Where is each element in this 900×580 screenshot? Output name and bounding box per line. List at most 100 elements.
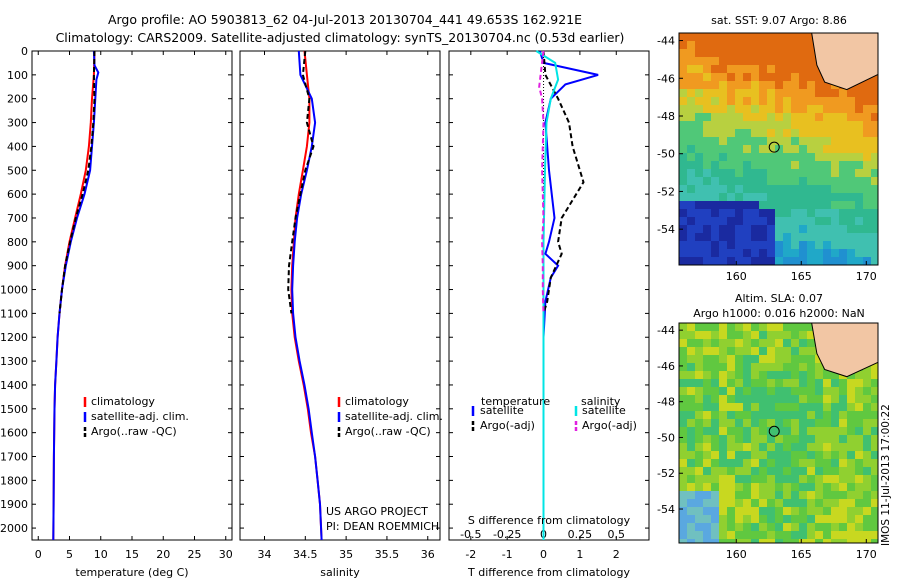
map-cell bbox=[759, 539, 767, 543]
map-cell bbox=[871, 523, 878, 531]
map-cell bbox=[831, 161, 839, 169]
map-cell bbox=[767, 419, 775, 427]
map-cell bbox=[855, 443, 863, 451]
depth-tick-label: 1000 bbox=[0, 284, 28, 297]
map-cell bbox=[807, 475, 815, 483]
map-cell bbox=[855, 467, 863, 475]
map-cell bbox=[839, 241, 847, 249]
map-cell bbox=[839, 443, 847, 451]
map-cell bbox=[839, 89, 847, 97]
map-cell bbox=[727, 33, 735, 41]
map-cell bbox=[799, 395, 807, 403]
map-cell bbox=[791, 241, 799, 249]
map-cell bbox=[775, 379, 783, 387]
map-cell bbox=[799, 491, 807, 499]
map-cell bbox=[759, 121, 767, 129]
map-cell bbox=[815, 395, 823, 403]
map-cell bbox=[703, 515, 711, 523]
map-cell bbox=[727, 499, 735, 507]
map-cell bbox=[751, 137, 759, 145]
map-cell bbox=[839, 523, 847, 531]
map-cell bbox=[831, 113, 839, 121]
map-cell bbox=[783, 443, 791, 451]
map-cell bbox=[863, 121, 871, 129]
map-cell bbox=[815, 185, 823, 193]
map-cell bbox=[823, 443, 831, 451]
map-cell bbox=[759, 323, 767, 331]
map-cell bbox=[791, 523, 799, 531]
s-tick-label: -0.25 bbox=[493, 528, 521, 541]
map-cell bbox=[727, 475, 735, 483]
map-cell bbox=[743, 523, 751, 531]
map-cell bbox=[751, 467, 759, 475]
map-cell bbox=[767, 411, 775, 419]
map-cell bbox=[735, 193, 743, 201]
map-cell bbox=[703, 371, 711, 379]
map-cell bbox=[679, 531, 687, 539]
map-cell bbox=[815, 225, 823, 233]
map-cell bbox=[783, 523, 791, 531]
map-cell bbox=[711, 33, 719, 41]
map-cell bbox=[839, 217, 847, 225]
map-cell bbox=[863, 539, 871, 543]
map-cell bbox=[863, 241, 871, 249]
map-cell bbox=[743, 435, 751, 443]
map-cell bbox=[831, 499, 839, 507]
legend-group-salinity: salinity bbox=[581, 395, 621, 408]
map-cell bbox=[719, 113, 727, 121]
map-cell bbox=[783, 145, 791, 153]
map-cell bbox=[783, 209, 791, 217]
lon-tick-label: 170 bbox=[856, 270, 877, 283]
map-cell bbox=[743, 363, 751, 371]
map-cell bbox=[855, 105, 863, 113]
map-cell bbox=[751, 435, 759, 443]
map-cell bbox=[703, 73, 711, 81]
map-cell bbox=[783, 65, 791, 73]
map-cell bbox=[759, 459, 767, 467]
map-cell bbox=[679, 193, 687, 201]
map-cell bbox=[775, 161, 783, 169]
map-cell bbox=[727, 331, 735, 339]
map-cell bbox=[799, 177, 807, 185]
map-cell bbox=[703, 257, 711, 265]
map-cell bbox=[719, 483, 727, 491]
legend-s-argo: Argo(-adj) bbox=[582, 419, 637, 432]
map-cell bbox=[759, 49, 767, 57]
map-cell bbox=[847, 395, 855, 403]
map-cell bbox=[863, 523, 871, 531]
map-cell bbox=[855, 153, 863, 161]
map-cell bbox=[759, 411, 767, 419]
lat-tick-label: -52 bbox=[657, 467, 675, 480]
map-cell bbox=[695, 363, 703, 371]
map-cell bbox=[823, 153, 831, 161]
map-cell bbox=[767, 169, 775, 177]
map-cell bbox=[767, 241, 775, 249]
map-cell bbox=[719, 33, 727, 41]
map-cell bbox=[719, 257, 727, 265]
map-cell bbox=[815, 363, 823, 371]
map-cell bbox=[687, 41, 695, 49]
map-cell bbox=[855, 177, 863, 185]
map-cell bbox=[711, 169, 719, 177]
map-cell bbox=[815, 177, 823, 185]
map-cell bbox=[695, 499, 703, 507]
map-cell bbox=[743, 145, 751, 153]
map-cell bbox=[799, 241, 807, 249]
map-cell bbox=[791, 73, 799, 81]
sla-map-title-1: Altim. SLA: 0.07 bbox=[735, 292, 823, 305]
map-cell bbox=[799, 331, 807, 339]
temperature-legend: climatology satellite-adj. clim. Argo(..… bbox=[83, 395, 189, 438]
map-cell bbox=[743, 153, 751, 161]
map-cell bbox=[767, 33, 775, 41]
map-cell bbox=[767, 193, 775, 201]
map-cell bbox=[791, 459, 799, 467]
map-cell bbox=[871, 491, 878, 499]
map-cell bbox=[775, 443, 783, 451]
map-cell bbox=[703, 249, 711, 257]
map-cell bbox=[687, 347, 695, 355]
map-cell bbox=[847, 531, 855, 539]
map-cell bbox=[815, 523, 823, 531]
map-cell bbox=[679, 403, 687, 411]
map-cell bbox=[679, 491, 687, 499]
map-cell bbox=[687, 81, 695, 89]
